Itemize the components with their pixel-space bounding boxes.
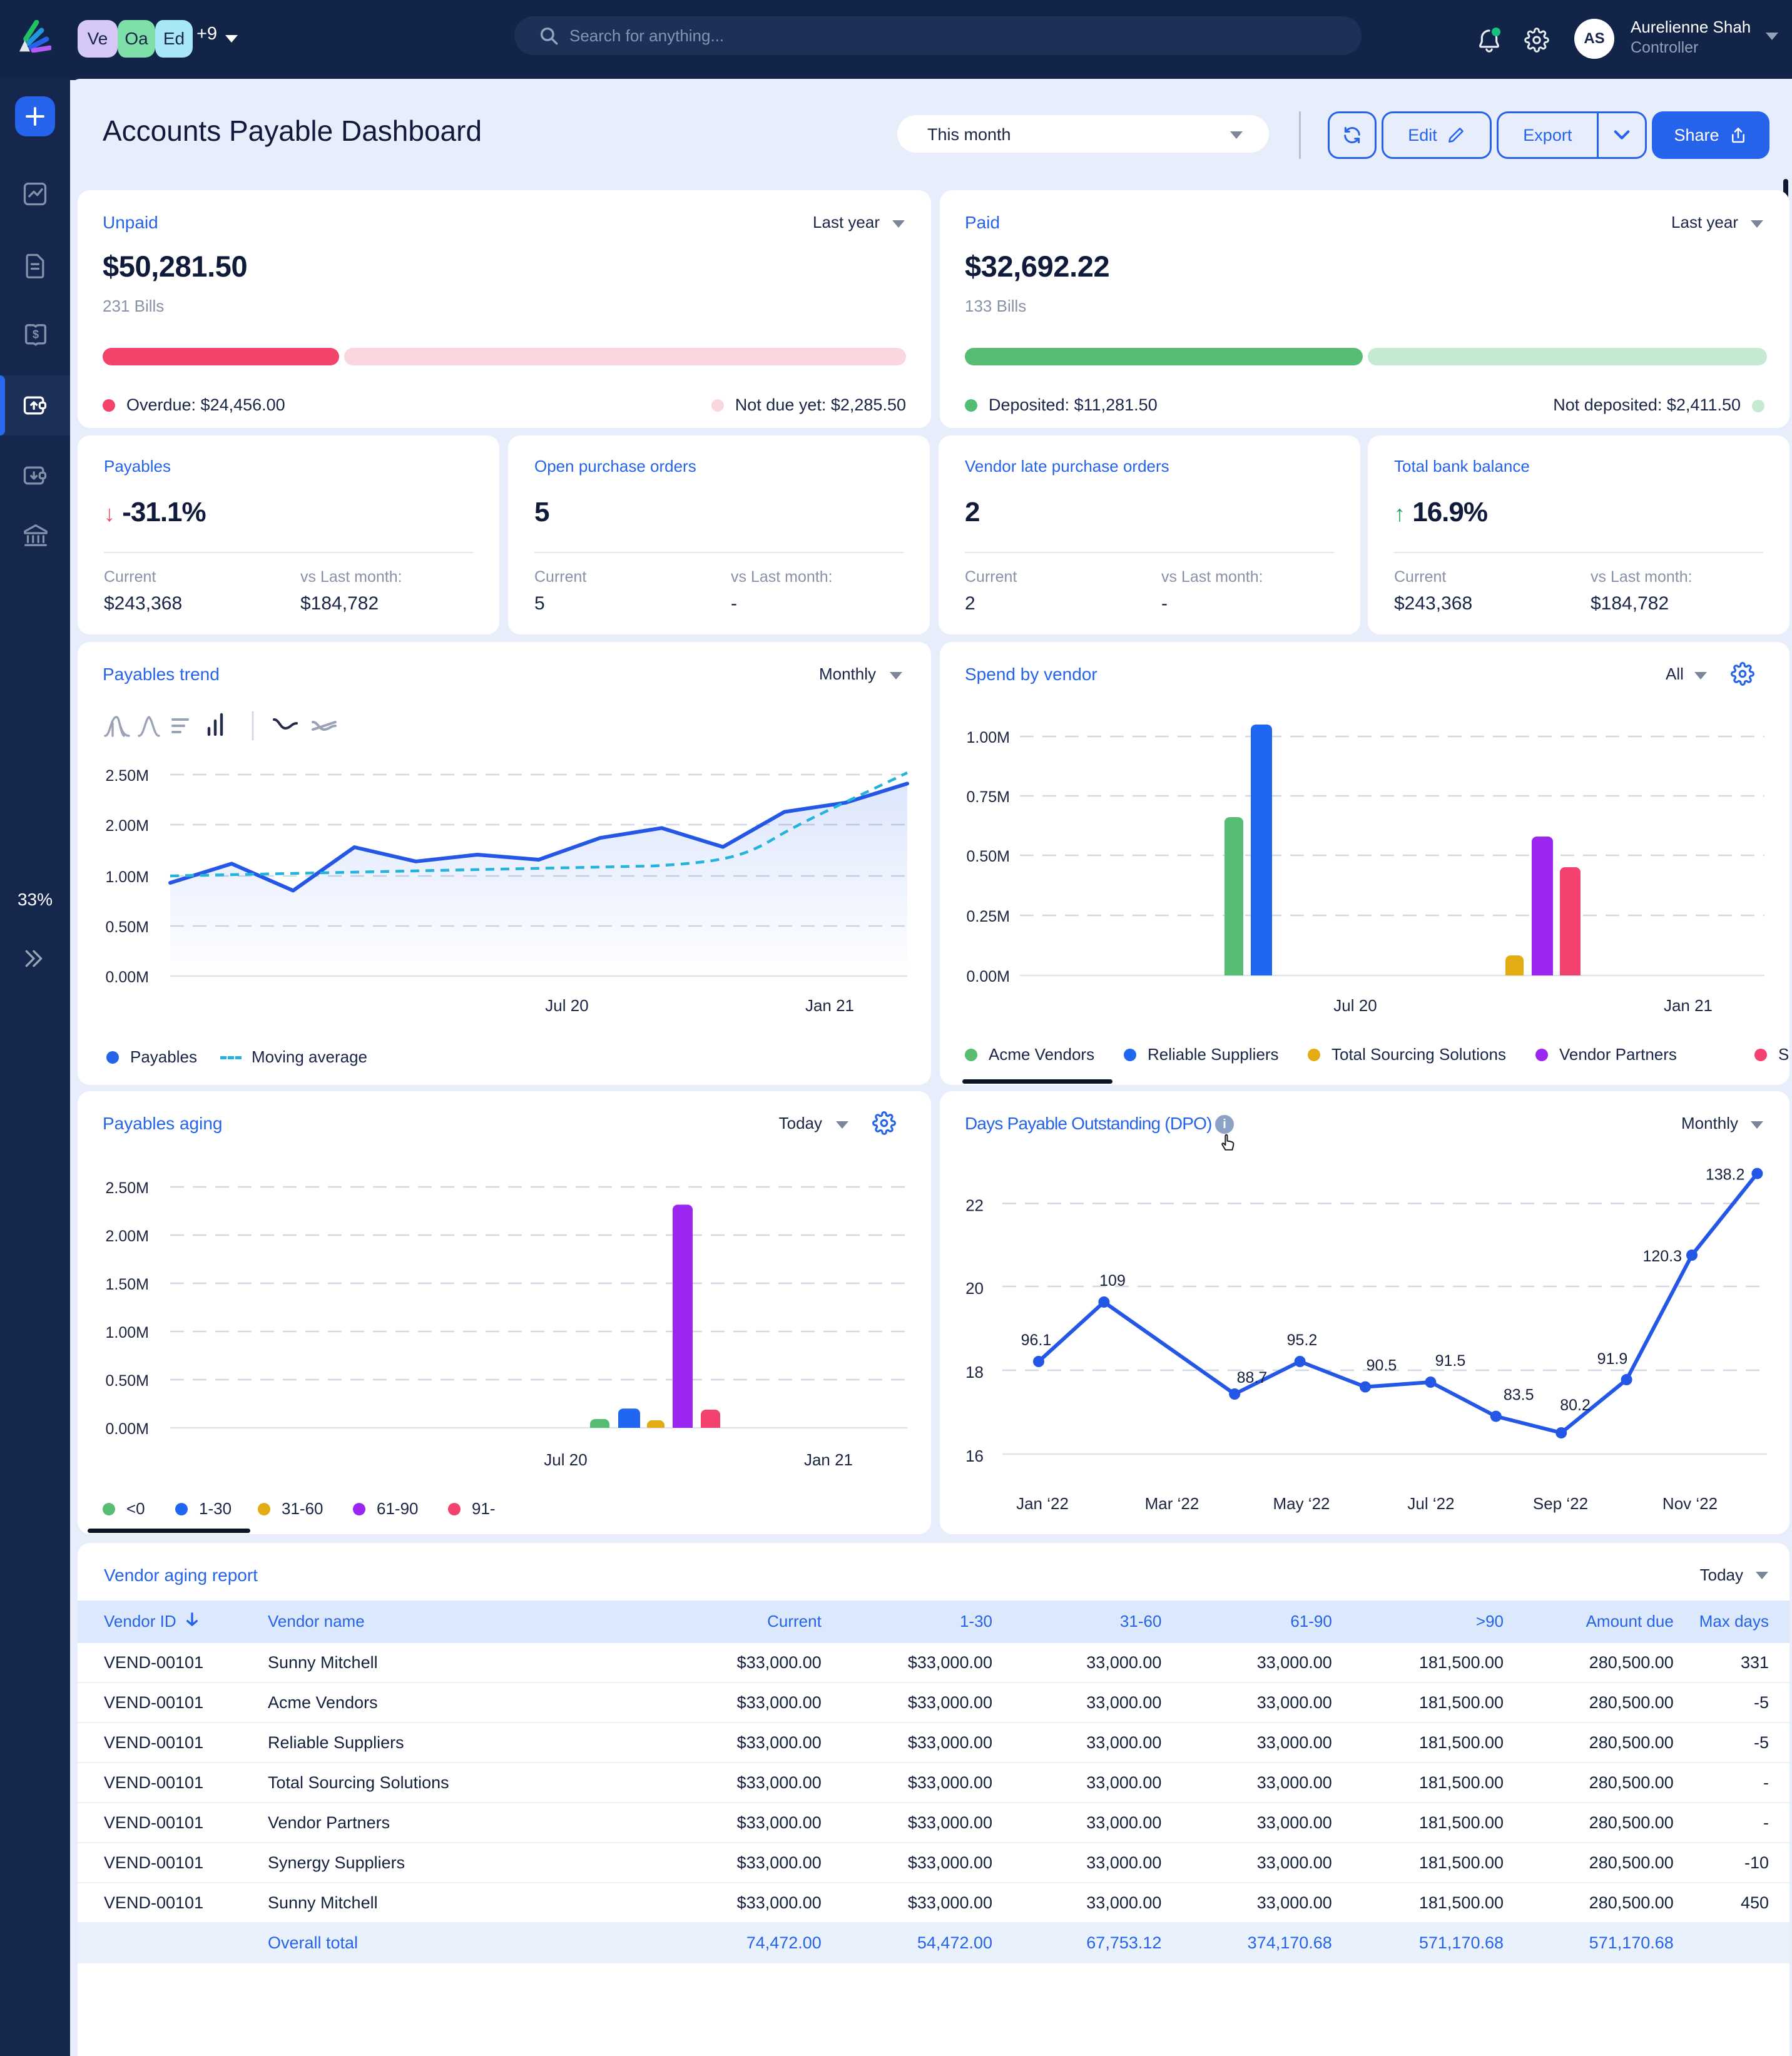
svg-text:0.75M: 0.75M	[967, 788, 1010, 806]
svg-text:$: $	[33, 328, 39, 340]
svg-text:2.50M: 2.50M	[106, 767, 149, 785]
svg-text:Jan 21: Jan 21	[1664, 996, 1713, 1015]
svg-text:2.00M: 2.00M	[106, 1228, 149, 1245]
svg-text:1.00M: 1.00M	[106, 868, 149, 886]
svg-text:2.00M: 2.00M	[106, 817, 149, 835]
svg-text:2.50M: 2.50M	[106, 1179, 149, 1197]
svg-text:109: 109	[1099, 1272, 1126, 1290]
svg-text:18: 18	[965, 1363, 984, 1382]
svg-text:88.7: 88.7	[1237, 1369, 1268, 1387]
svg-text:May ‘22: May ‘22	[1273, 1494, 1330, 1513]
svg-text:Sep ‘22: Sep ‘22	[1533, 1494, 1588, 1513]
svg-text:Jan 21: Jan 21	[804, 1450, 853, 1469]
svg-text:1.50M: 1.50M	[106, 1276, 149, 1293]
svg-text:20: 20	[965, 1279, 984, 1298]
svg-text:91.9: 91.9	[1597, 1350, 1628, 1368]
svg-text:Jul 20: Jul 20	[1333, 996, 1377, 1015]
svg-text:96.1: 96.1	[1021, 1331, 1052, 1349]
svg-text:Jul 20: Jul 20	[545, 996, 588, 1015]
svg-text:Jul ‘22: Jul ‘22	[1407, 1494, 1454, 1513]
svg-text:1.00M: 1.00M	[967, 729, 1010, 746]
svg-text:90.5: 90.5	[1367, 1357, 1397, 1375]
svg-text:Mar ‘22: Mar ‘22	[1145, 1494, 1199, 1513]
svg-text:Jul 20: Jul 20	[544, 1450, 587, 1469]
svg-text:0.00M: 0.00M	[106, 1420, 149, 1438]
svg-text:138.2: 138.2	[1706, 1166, 1745, 1184]
svg-text:0.50M: 0.50M	[106, 1372, 149, 1390]
svg-text:Nov ‘22: Nov ‘22	[1662, 1494, 1718, 1513]
svg-text:0.00M: 0.00M	[967, 968, 1010, 985]
svg-text:80.2: 80.2	[1560, 1397, 1591, 1414]
svg-text:120.3: 120.3	[1642, 1248, 1682, 1265]
svg-text:1.00M: 1.00M	[106, 1324, 149, 1341]
svg-text:Jan ‘22: Jan ‘22	[1016, 1494, 1069, 1513]
svg-text:83.5: 83.5	[1504, 1387, 1534, 1404]
svg-text:91.5: 91.5	[1435, 1352, 1466, 1370]
svg-text:22: 22	[965, 1196, 984, 1214]
svg-text:Jan 21: Jan 21	[805, 996, 854, 1015]
svg-text:0.00M: 0.00M	[106, 969, 149, 986]
svg-text:0.50M: 0.50M	[106, 919, 149, 936]
svg-text:0.25M: 0.25M	[967, 908, 1010, 925]
svg-text:95.2: 95.2	[1287, 1331, 1318, 1349]
svg-text:16: 16	[965, 1447, 984, 1465]
svg-text:0.50M: 0.50M	[967, 848, 1010, 865]
